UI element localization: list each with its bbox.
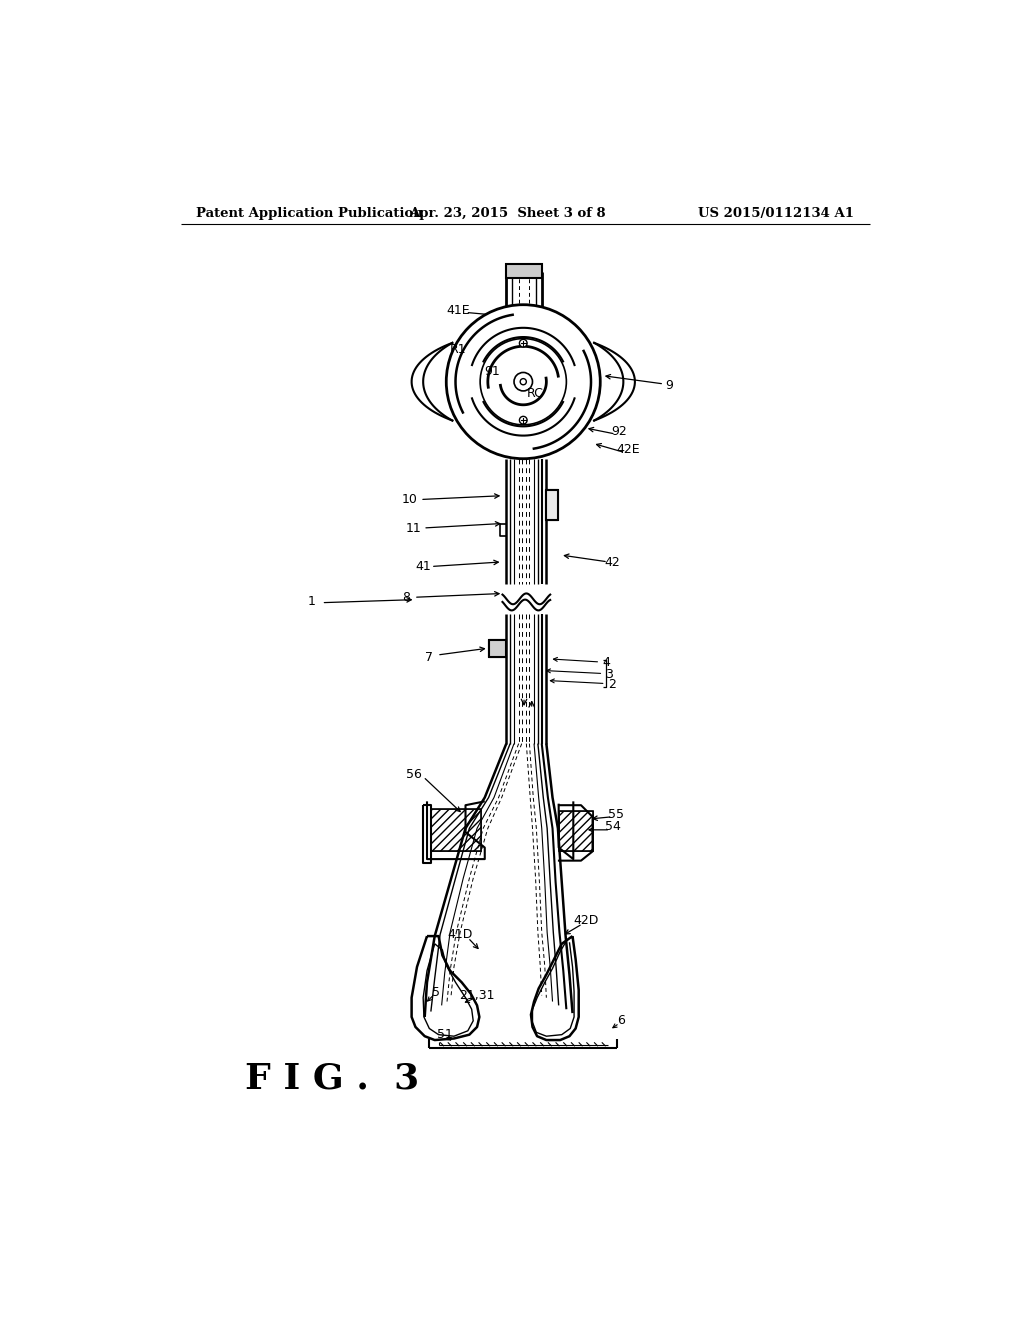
Circle shape — [519, 339, 527, 347]
Text: Apr. 23, 2015  Sheet 3 of 8: Apr. 23, 2015 Sheet 3 of 8 — [410, 207, 606, 220]
Bar — [506, 264, 542, 277]
Bar — [489, 640, 506, 656]
Text: R1: R1 — [450, 343, 466, 356]
Text: Patent Application Publication: Patent Application Publication — [196, 207, 423, 220]
Bar — [431, 809, 481, 851]
Circle shape — [514, 372, 532, 391]
Text: 41E: 41E — [446, 305, 470, 317]
Text: 54: 54 — [605, 820, 622, 833]
Text: 1: 1 — [307, 594, 315, 607]
Text: 10: 10 — [401, 492, 417, 506]
Text: 41: 41 — [416, 560, 431, 573]
Bar — [547, 490, 558, 520]
Bar — [559, 812, 593, 851]
Circle shape — [446, 305, 600, 459]
Text: 21,31: 21,31 — [460, 989, 495, 1002]
Text: 5: 5 — [432, 986, 440, 999]
Text: 6: 6 — [617, 1014, 625, 1027]
Text: 7: 7 — [425, 651, 433, 664]
Text: 8: 8 — [402, 591, 411, 603]
Bar — [431, 809, 481, 851]
Bar — [506, 309, 542, 323]
Bar — [506, 440, 542, 455]
Text: US 2015/0112134 A1: US 2015/0112134 A1 — [698, 207, 854, 220]
Text: 56: 56 — [406, 768, 422, 781]
Circle shape — [519, 416, 527, 424]
Text: 92: 92 — [611, 425, 628, 438]
Text: 42D: 42D — [573, 915, 599, 927]
Text: 3: 3 — [605, 668, 613, 681]
Text: F I G .  3: F I G . 3 — [245, 1061, 419, 1096]
Text: 11: 11 — [407, 521, 422, 535]
Text: 91: 91 — [484, 366, 501, 379]
Bar — [559, 812, 593, 851]
Text: 51: 51 — [437, 1028, 453, 1041]
Circle shape — [520, 379, 526, 385]
Text: 9: 9 — [666, 379, 674, 392]
Text: 55: 55 — [607, 808, 624, 821]
Text: 41D: 41D — [447, 928, 473, 941]
Text: RC: RC — [526, 387, 544, 400]
Text: 2: 2 — [608, 677, 615, 690]
Text: 4: 4 — [602, 656, 610, 669]
Text: 42E: 42E — [616, 444, 640, 455]
Text: 42: 42 — [604, 556, 620, 569]
